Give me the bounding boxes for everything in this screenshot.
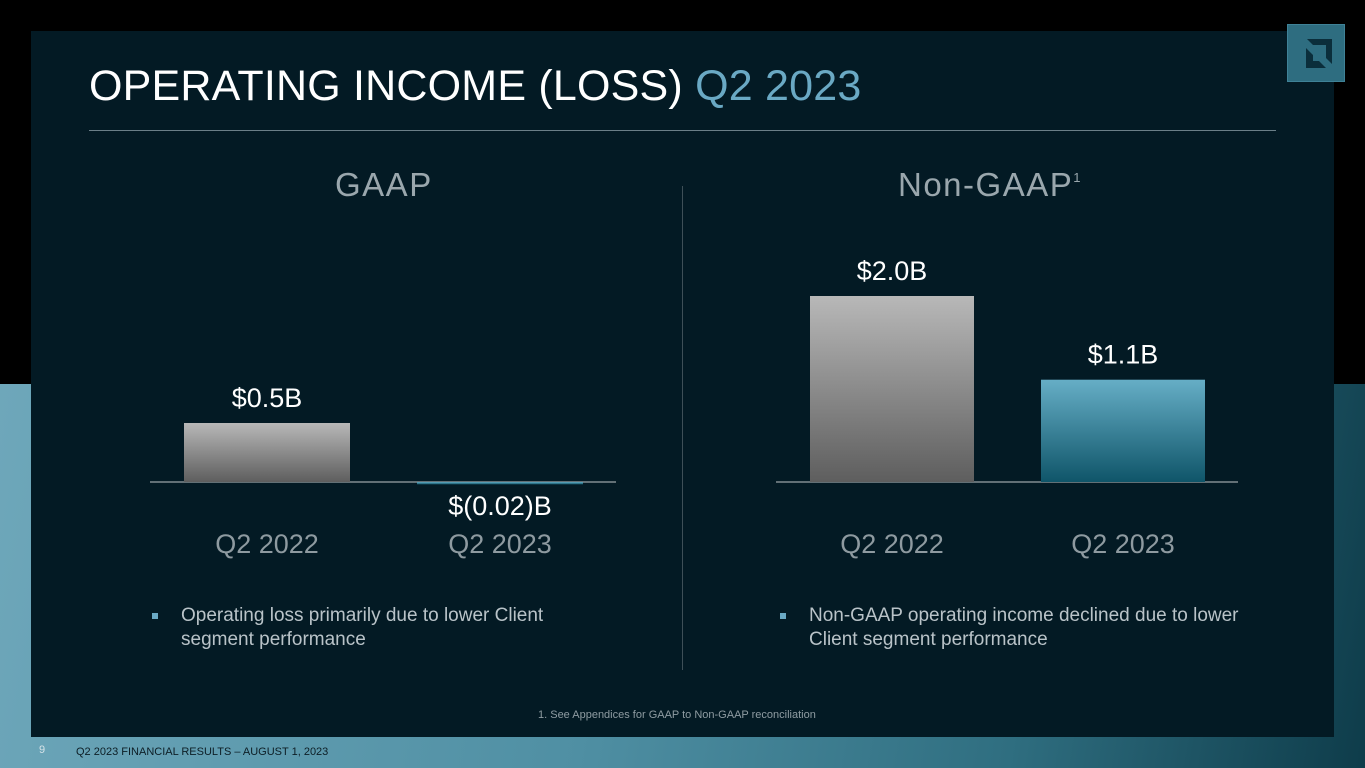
nongaap-bar-1 (810, 296, 974, 482)
gaap-bar-2 (417, 482, 583, 485)
amd-logo-icon (1287, 24, 1345, 82)
gaap-bullet-text: Operating loss primarily due to lower Cl… (181, 605, 544, 650)
nongaap-data-label-1: $2.0B (857, 256, 928, 286)
nongaap-section-title: Non-GAAP1 (898, 166, 1080, 204)
gaap-data-label-2: $(0.02)B (448, 491, 552, 521)
nongaap-category-label-2: Q2 2023 (1071, 529, 1175, 559)
gaap-bar-1 (184, 423, 350, 482)
title-main: OPERATING INCOME (LOSS) (89, 62, 683, 110)
page-number: 9 (39, 744, 46, 756)
bullet-square-icon (780, 613, 786, 619)
nongaap-bullet-text: Non-GAAP operating income declined due t… (809, 605, 1239, 650)
title-accent: Q2 2023 (695, 62, 862, 110)
footer-text: Q2 2023 FINANCIAL RESULTS – AUGUST 1, 20… (76, 746, 329, 758)
bullet-square-icon (152, 613, 158, 619)
slide-title: OPERATING INCOME (LOSS) Q2 2023 (89, 62, 861, 111)
nongaap-bar-2 (1041, 379, 1205, 482)
nongaap-bullet: Non-GAAP operating income declined due t… (780, 604, 1279, 652)
gaap-section-title: GAAP (335, 166, 433, 204)
gaap-data-label-1: $0.5B (232, 383, 303, 413)
title-rule (89, 130, 1276, 131)
gaap-category-label-2: Q2 2023 (448, 529, 552, 559)
nongaap-title-text: Non-GAAP (898, 166, 1074, 203)
footnote: 1. See Appendices for GAAP to Non-GAAP r… (538, 709, 816, 721)
nongaap-category-label-1: Q2 2022 (840, 529, 944, 559)
gaap-category-label-1: Q2 2022 (215, 529, 319, 559)
nongaap-data-label-2: $1.1B (1088, 340, 1159, 370)
section-divider (682, 186, 683, 670)
gaap-title-text: GAAP (335, 166, 433, 203)
gaap-bullet: Operating loss primarily due to lower Cl… (152, 604, 601, 652)
nongaap-footnote-marker: 1 (1073, 170, 1081, 185)
